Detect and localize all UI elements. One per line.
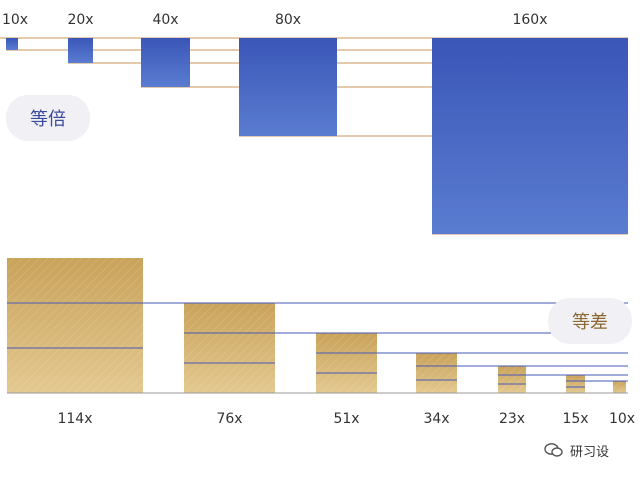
arithmetic-labels: 114x 76x 51x 34x 23x 15x 10x [57, 411, 635, 427]
geometric-bar-80x [239, 38, 337, 136]
geometric-label-10x: 10x [2, 12, 28, 28]
arithmetic-bar-texture-76x [184, 303, 275, 393]
watermark-text: 研习设 [570, 444, 610, 460]
arithmetic-label-10x: 10x [609, 411, 635, 427]
geometric-bar-20x [68, 38, 93, 63]
arithmetic-bar-texture-23x [498, 366, 526, 393]
watermark: 研习设 [544, 441, 610, 460]
arithmetic-bar-texture-51x [316, 333, 377, 393]
geometric-label-pill: 等倍 [6, 95, 90, 141]
arithmetic-bar-texture-114x [7, 258, 143, 393]
arithmetic-label-pill: 等差 [548, 298, 632, 344]
geometric-label-40x: 40x [152, 12, 178, 28]
geometric-bars [6, 38, 628, 234]
geometric-labels: 10x 20x 40x 80x 160x [2, 12, 548, 28]
wechat-icon [544, 443, 563, 457]
geometric-bar-40x [141, 38, 190, 87]
arithmetic-label-34x: 34x [423, 411, 449, 427]
arithmetic-bar-texture-10x [613, 381, 626, 393]
geometric-label-80x: 80x [275, 12, 301, 28]
arithmetic-bar-texture-34x [416, 353, 457, 393]
arithmetic-label-76x: 76x [216, 411, 242, 427]
geometric-label-20x: 20x [67, 12, 93, 28]
geometric-label-160x: 160x [512, 12, 547, 28]
arithmetic-label-114x: 114x [57, 411, 92, 427]
arithmetic-label-15x: 15x [562, 411, 588, 427]
geometric-label-text: 等倍 [30, 109, 66, 130]
arithmetic-label-text: 等差 [572, 312, 608, 333]
arithmetic-label-51x: 51x [333, 411, 359, 427]
arithmetic-bars [7, 258, 626, 393]
arithmetic-label-23x: 23x [499, 411, 525, 427]
arithmetic-bar-texture-15x [566, 375, 585, 393]
geometric-bar-10x [6, 38, 18, 50]
geometric-bar-160x [432, 38, 628, 234]
